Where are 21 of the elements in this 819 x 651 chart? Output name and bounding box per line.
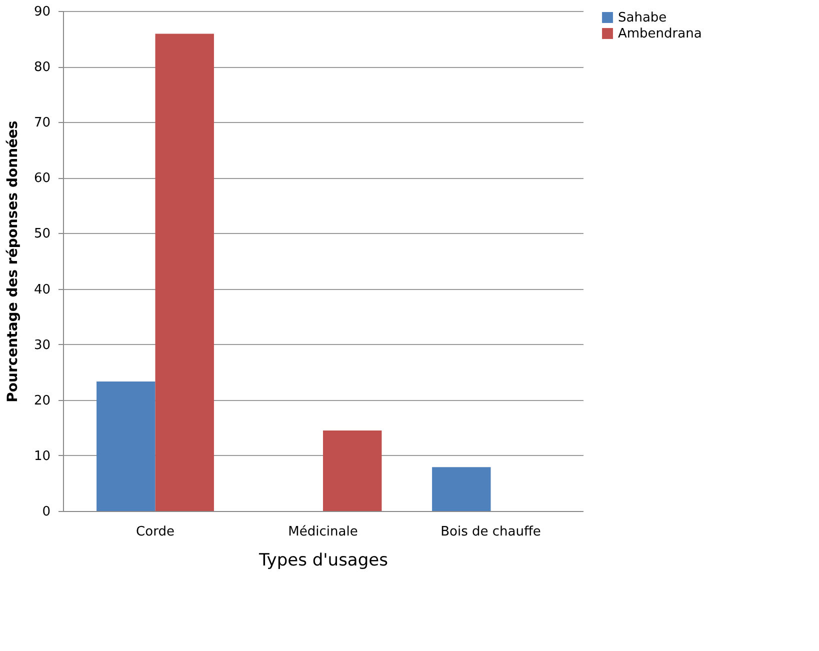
y-tick-label: 90 <box>34 4 50 20</box>
y-tick-label: 60 <box>34 171 50 186</box>
bar <box>155 34 214 511</box>
y-axis-title: Pourcentage des réponses données <box>4 120 21 402</box>
y-tick-label: 30 <box>34 338 50 353</box>
y-tick-label: 50 <box>34 226 50 242</box>
y-tick-label: 70 <box>34 116 50 131</box>
x-axis-title: Types d'usages <box>258 550 388 570</box>
bar <box>96 382 156 511</box>
bar <box>432 467 491 511</box>
x-tick-label: Bois de chauffe <box>440 524 541 540</box>
y-tick-label: 80 <box>34 60 50 76</box>
y-tick-label: 20 <box>34 393 50 408</box>
x-tick-label: Médicinale <box>288 524 358 540</box>
y-tick-label: 40 <box>34 282 50 298</box>
x-tick-label: Corde <box>136 524 174 540</box>
legend-label: Ambendrana <box>618 26 702 42</box>
y-tick-label: 10 <box>34 448 50 464</box>
legend-label: Sahabe <box>618 10 667 26</box>
bar <box>323 430 382 511</box>
y-tick-label: 0 <box>42 504 50 520</box>
